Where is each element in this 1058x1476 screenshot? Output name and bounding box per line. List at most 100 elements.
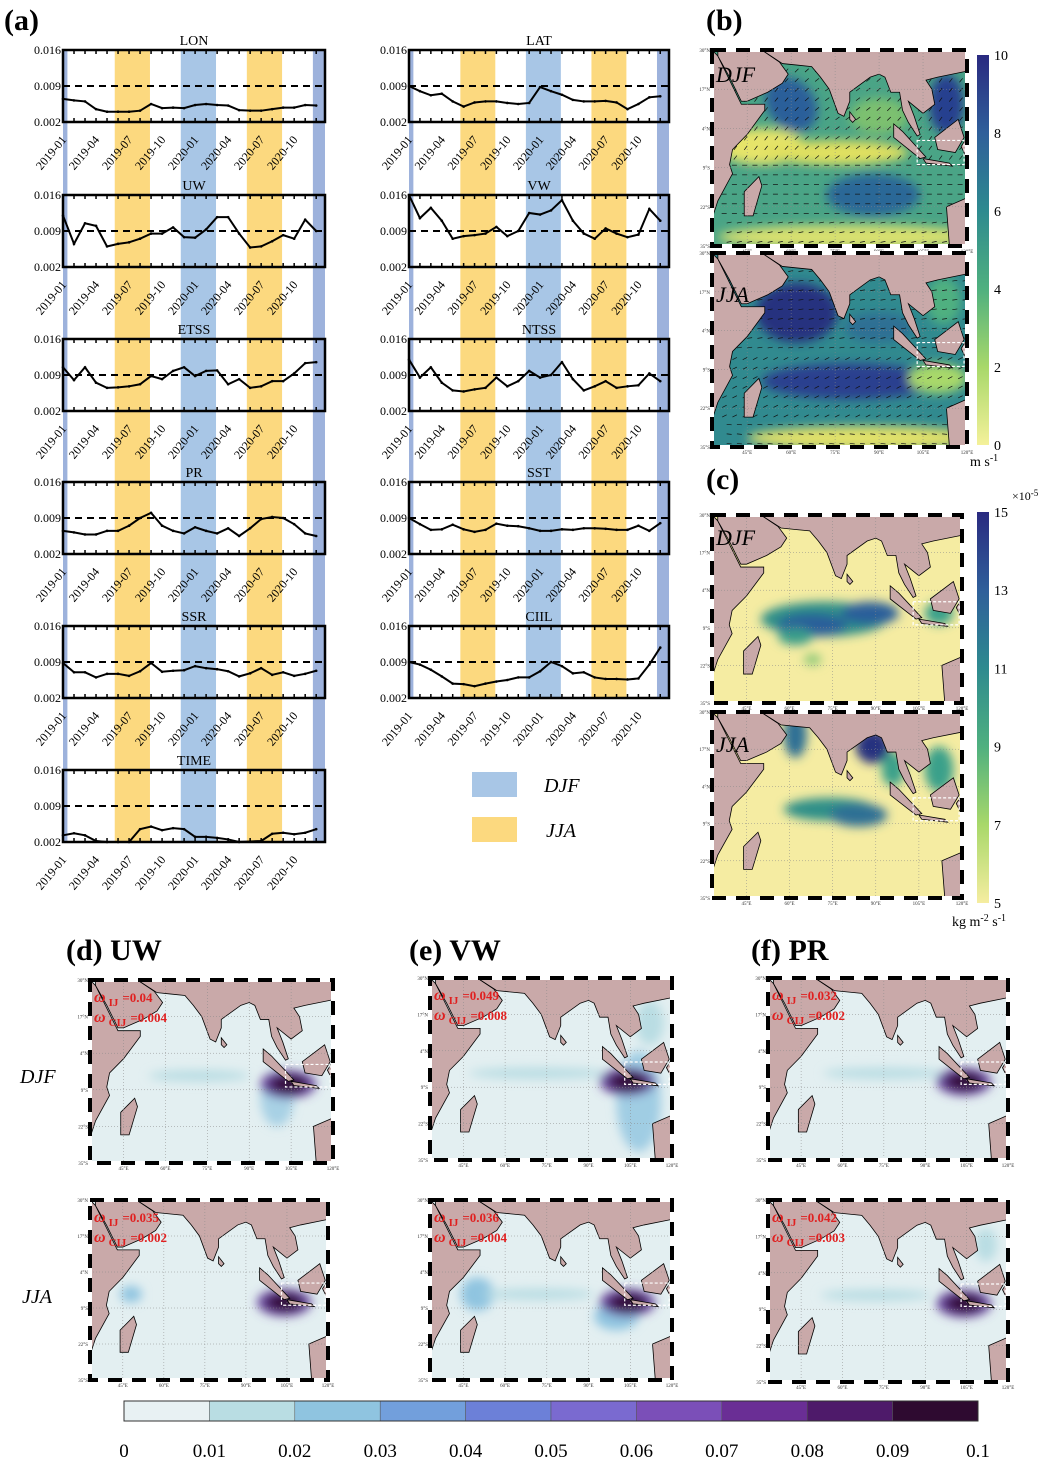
wind-vector-icon: [849, 327, 855, 330]
wind-vector-icon: [788, 221, 794, 224]
data-point: [193, 236, 197, 239]
lat-tick-label: 35°S: [700, 897, 710, 902]
land-mass: [846, 573, 854, 585]
wind-vector-icon: [818, 289, 824, 291]
lon-tick-label: 120°E: [666, 1164, 679, 1169]
wind-vector-icon: [859, 299, 866, 301]
data-point: [105, 110, 109, 114]
wind-vector-icon: [824, 395, 830, 399]
wind-vector-icon: [942, 241, 948, 243]
lat-tick-label: 30°N: [417, 977, 428, 982]
land-mass: [712, 253, 766, 422]
data-point: [451, 389, 454, 392]
map-field: [768, 978, 1008, 1160]
wind-vector-icon: [886, 385, 891, 389]
lon-tick-label: 60°E: [837, 1386, 847, 1391]
series-line-uw: [62, 215, 317, 249]
wind-vector-icon: [777, 346, 783, 349]
colorbar-tick-label: 5: [994, 897, 1001, 912]
data-point: [429, 528, 433, 532]
wind-vector-icon: [921, 221, 927, 224]
y-tick-label: 0.002: [34, 691, 61, 705]
wind-vector-icon: [754, 145, 758, 151]
wind-vector-icon: [938, 97, 943, 102]
data-point: [72, 831, 76, 835]
lat-tick-label: 9°S: [81, 1089, 88, 1094]
data-point: [237, 108, 241, 112]
unit-text: s: [989, 915, 998, 930]
data-point: [270, 239, 274, 243]
land-mass: [768, 978, 819, 1136]
colorbar-unit: kg m-2 s-1: [952, 913, 1006, 930]
field-blob: [148, 1070, 250, 1082]
wind-vector-icon: [793, 357, 799, 361]
wind-vector-icon: [818, 318, 824, 320]
map-f-djf: 30°N 17°N 4°N 9°S 22°S 35°S 45°E 60°E 75°E 90°E 10…: [755, 976, 1014, 1169]
plot-frame: [61, 480, 327, 556]
data-point: [138, 516, 142, 520]
wind-vector-icon: [767, 346, 773, 349]
lon-tick-label: 60°E: [837, 1164, 847, 1169]
wind-vector-icon: [814, 97, 820, 102]
wind-vector-icon: [886, 376, 891, 380]
wind-vector-icon: [784, 97, 789, 102]
data-point: [303, 103, 307, 107]
land-mass: [712, 712, 765, 874]
wind-vector-icon: [794, 135, 799, 141]
wind-vector-icon: [921, 327, 927, 330]
wind-vector-icon: [855, 126, 861, 130]
land-mass: [897, 1034, 904, 1046]
data-point: [407, 84, 411, 88]
omega-subscript: CIJ: [449, 1015, 467, 1027]
wind-vector-icon: [918, 116, 922, 122]
lat-tick-label: 17°N: [699, 748, 710, 753]
wind-vector-icon: [733, 155, 738, 160]
lon-tick-label: 120°E: [956, 902, 969, 907]
data-point: [593, 526, 597, 530]
omega-annotation: ω CIJ =0.008: [434, 1007, 507, 1027]
lat-tick-label: 4°N: [702, 127, 710, 132]
data-point: [303, 831, 307, 835]
data-point: [451, 237, 454, 241]
map-e-djf: 30°N 17°N 4°N 9°S 22°S 35°S 45°E 60°E 75°E 90°E 10…: [417, 976, 679, 1169]
land-mass: [629, 1078, 660, 1087]
wind-vector-icon: [798, 241, 804, 243]
land-mass: [760, 712, 962, 795]
wind-vector-icon: [773, 376, 779, 380]
data-point: [604, 677, 607, 681]
data-point: [237, 675, 241, 678]
data-point: [182, 827, 186, 831]
wind-vector-icon: [722, 414, 727, 418]
wind-vector-icon: [804, 357, 809, 361]
wind-vector-icon: [921, 231, 927, 234]
wind-vector-icon: [880, 318, 886, 320]
wind-vector-icon: [777, 327, 783, 330]
wind-vector-icon: [804, 107, 809, 111]
data-point: [248, 246, 252, 249]
wind-vector-icon: [814, 357, 820, 361]
wind-vector-icon: [849, 241, 855, 243]
data-point: [105, 672, 109, 676]
data-point: [193, 664, 197, 668]
data-point: [495, 225, 498, 229]
wind-vector-icon: [788, 337, 794, 339]
wind-vector-icon: [855, 97, 861, 101]
wind-vector-icon: [959, 97, 963, 102]
wind-vector-icon: [784, 126, 789, 131]
colorbar-ramp: [977, 55, 989, 445]
wind-vector-icon: [855, 155, 861, 159]
colorbar-tick-label: 0: [119, 1441, 129, 1462]
data-point: [473, 101, 476, 104]
wind-vector-icon: [834, 385, 840, 389]
y-tick-label: 0.009: [380, 79, 407, 93]
data-point: [237, 377, 241, 381]
wind-vector-icon: [865, 414, 871, 418]
wind-vector-icon: [876, 116, 881, 121]
wind-vector-icon: [886, 107, 892, 112]
wind-vector-icon: [859, 346, 866, 349]
wind-vector-icon: [804, 404, 809, 408]
data-point: [127, 674, 131, 678]
wind-vector-icon: [736, 231, 742, 234]
data-point: [538, 85, 542, 89]
map-f-jja: 30°N 17°N 4°N 9°S 22°S 35°S 45°E 60°E 75°E 90°E 10…: [755, 1198, 1014, 1391]
